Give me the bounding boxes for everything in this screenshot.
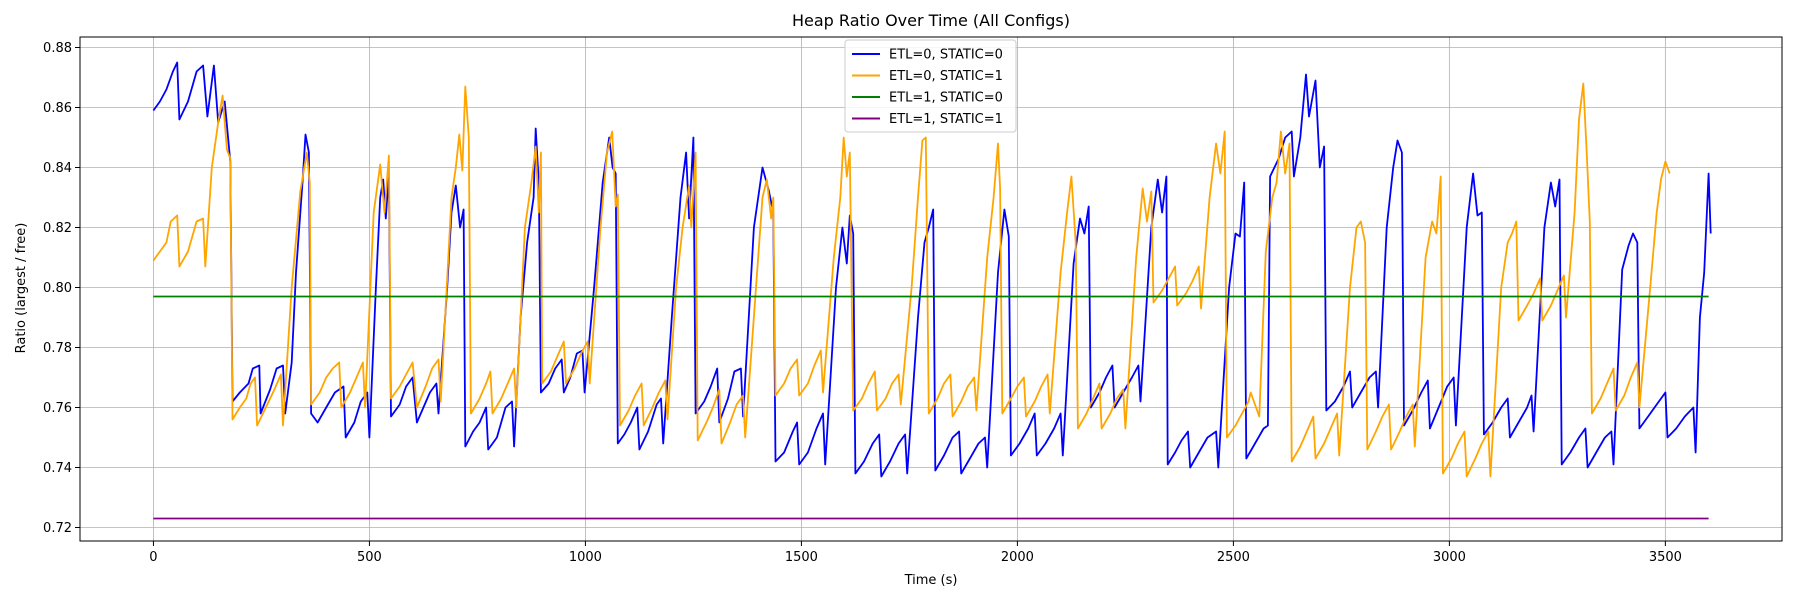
x-tick-label: 0	[149, 550, 157, 565]
legend-box	[844, 39, 1017, 133]
x-tick-label: 3500	[1649, 550, 1682, 565]
legend: ETL=0, STATIC=0 ETL=0, STATIC=1 ETL=1, STA…	[844, 39, 1017, 133]
y-tick-label: 0.84	[43, 161, 72, 176]
y-tick-label: 0.86	[43, 101, 72, 116]
legend-label: ETL=0, STATIC=1	[889, 69, 1003, 84]
x-tick-label: 2000	[1001, 550, 1034, 565]
y-tick-label: 0.76	[43, 401, 72, 416]
y-tick-label: 0.74	[43, 461, 72, 476]
series-line-1	[152, 61, 1712, 478]
x-tick-label: 1000	[569, 550, 602, 565]
x-tick-label: 2500	[1217, 550, 1250, 565]
y-tick-label: 0.88	[43, 41, 72, 56]
x-tick-label: 3000	[1433, 550, 1466, 565]
y-tick-label: 0.72	[43, 521, 72, 536]
series-layer	[152, 61, 1712, 520]
x-axis: 0 500 1000 1500 2000 2500 3000 3500	[149, 541, 1682, 565]
legend-label: ETL=1, STATIC=1	[889, 112, 1003, 127]
y-axis: 0.72 0.74 0.76 0.78 0.80 0.82 0.84 0.86 0.88	[43, 41, 80, 536]
y-tick-label: 0.78	[43, 341, 72, 356]
legend-label: ETL=0, STATIC=0	[889, 48, 1003, 63]
x-tick-label: 500	[357, 550, 382, 565]
y-tick-label: 0.82	[43, 221, 72, 236]
y-axis-label: Ratio (largest / free)	[14, 223, 29, 354]
x-tick-label: 1500	[785, 550, 818, 565]
y-tick-label: 0.80	[43, 281, 72, 296]
plot-frame	[79, 36, 1783, 542]
x-axis-label: Time (s)	[904, 573, 958, 588]
chart-title: Heap Ratio Over Time (All Configs)	[792, 11, 1070, 30]
grid	[80, 37, 1782, 541]
legend-label: ETL=1, STATIC=0	[889, 91, 1003, 106]
series-line-2	[152, 82, 1671, 478]
